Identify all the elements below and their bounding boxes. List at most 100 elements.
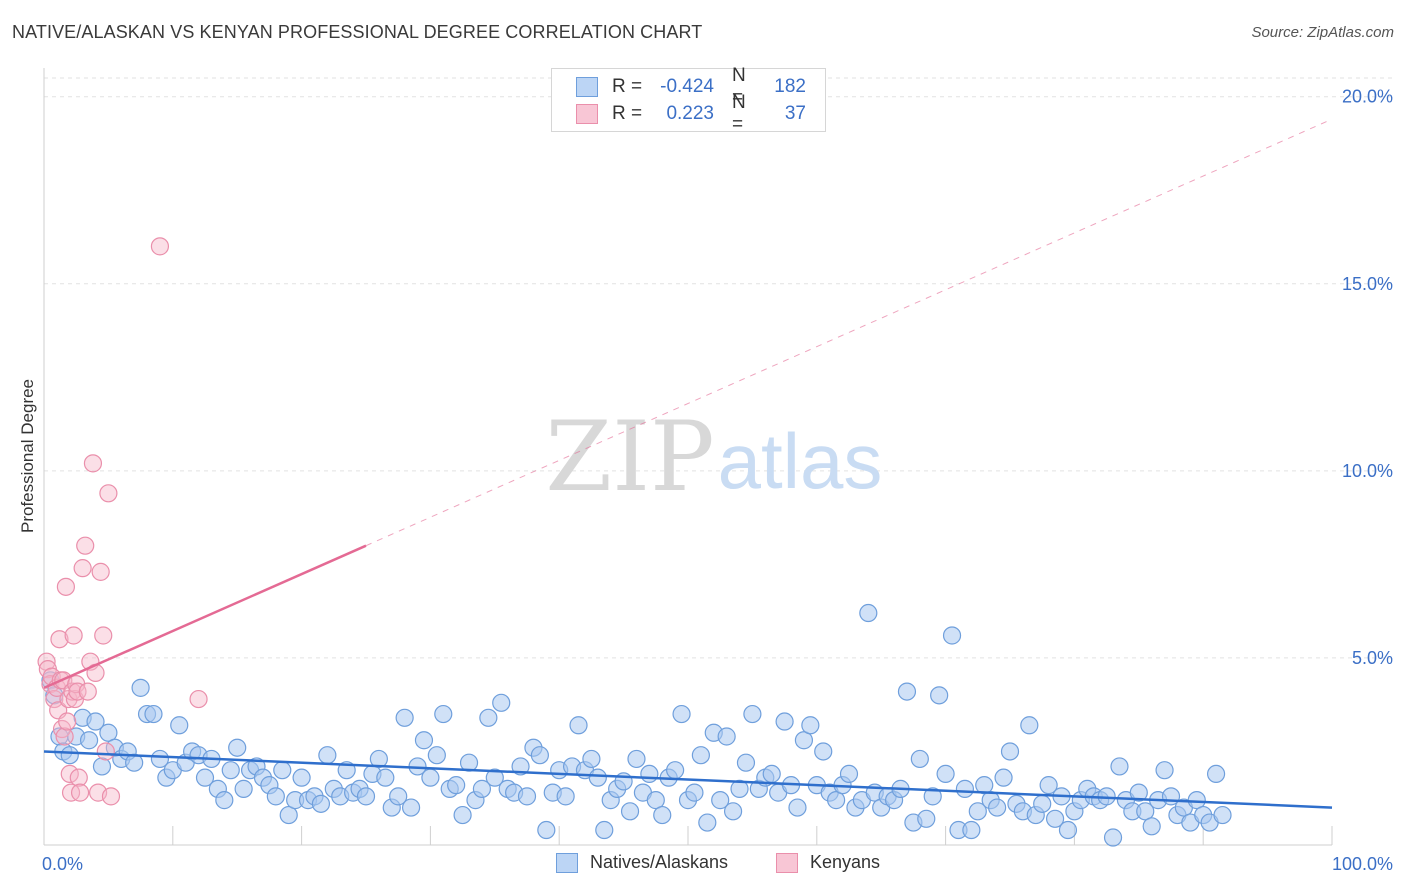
natives-point [698,813,717,832]
kenyans-trend-extension [365,118,1333,547]
natives-point [666,761,685,780]
natives-point [414,731,434,750]
natives-point [150,749,170,769]
natives-point [717,727,736,746]
natives-point [60,746,79,765]
natives-point [131,678,150,697]
natives-point [356,787,376,806]
natives-point [376,768,395,787]
natives-point [582,749,601,769]
natives-point [479,708,498,727]
natives-point [775,712,794,731]
natives-n-value: 182 [774,76,806,97]
y-tick-label: 15.0% [1342,274,1393,294]
natives-point [653,805,672,825]
bottom-kenyans-label: Kenyans [810,852,881,872]
natives-point [962,820,981,840]
kenyans-points [37,237,208,806]
kenyans-point [150,237,170,256]
natives-point [1039,776,1058,795]
natives-swatch [576,77,598,97]
natives-point [92,757,112,776]
y-tick-label: 10.0% [1342,461,1393,481]
natives-point [595,820,614,840]
natives-point [968,802,987,821]
natives-point [988,798,1007,817]
natives-point [279,805,298,825]
kenyans-n-label: N = [732,92,746,135]
natives-point [273,761,292,780]
kenyans-point [91,562,110,581]
natives-point [485,768,504,787]
natives-point [569,716,588,735]
kenyans-swatch [576,104,598,124]
kenyans-point [96,742,115,761]
natives-point [1000,742,1020,761]
natives-point [401,798,421,817]
natives-point [691,746,710,765]
tick-labels: 5.0% 10.0% 15.0% 20.0% 0.0% 100.0% [42,87,1393,874]
natives-point [79,731,99,750]
natives-point [640,764,659,784]
natives-point [537,820,556,840]
natives-point [827,791,846,810]
y-axis-label: Professional Degree [18,378,37,534]
natives-point [144,704,163,724]
watermark-zip: ZIP [545,401,714,513]
kenyans-point [64,626,83,645]
natives-points [41,603,1232,847]
natives-trend-line [43,750,1333,809]
watermark-atlas: atlas [718,417,883,505]
natives-point [1045,809,1065,828]
kenyans-point [68,682,87,701]
natives-point [1129,783,1148,802]
bottom-legend-kenyans: Kenyans [776,852,880,873]
natives-point [859,603,878,623]
natives-point [627,749,646,769]
natives-point [897,682,917,701]
kenyans-point [76,536,95,555]
natives-point [1206,764,1226,784]
natives-point [1142,817,1161,836]
natives-r-value: -0.424 [660,76,714,97]
kenyans-point [56,577,75,596]
bottom-natives-swatch [556,852,578,873]
kenyans-point [70,783,90,802]
natives-point [86,712,105,731]
natives-n-label: N = [732,65,746,108]
natives-point [794,731,814,750]
correlation-legend: R = -0.424 N = 182 R = 0.223 N = 37 [551,65,826,135]
natives-point [292,768,311,787]
kenyans-trend-line [43,544,367,690]
natives-point [839,764,859,784]
kenyans-point [69,768,88,787]
kenyans-point [58,712,77,731]
kenyans-point [189,689,208,709]
natives-point [234,779,253,798]
bottom-kenyans-swatch [776,852,798,873]
natives-point [743,704,762,724]
kenyans-point [60,764,79,784]
gridlines [44,77,1395,659]
natives-point [421,768,440,787]
natives-point [955,779,975,798]
x-tick-label: 100.0% [1332,854,1393,874]
kenyans-point [101,787,121,806]
natives-point [318,746,337,765]
natives-point [517,787,537,806]
kenyans-r-label: R = [612,103,643,124]
natives-point [1058,820,1078,840]
natives-point [221,761,240,780]
natives-point [910,749,929,769]
natives-point [170,716,189,735]
natives-point [453,805,472,825]
chart-title: NATIVE/ALASKAN VS KENYAN PROFESSIONAL DE… [12,22,703,42]
kenyans-n-value: 37 [784,103,806,124]
trend-lines [43,118,1333,809]
natives-point [556,787,575,806]
natives-point [1136,802,1155,821]
natives-point [730,779,749,798]
legend-row-natives: R = -0.424 N = 182 [576,65,806,108]
y-tick-label: 20.0% [1342,87,1393,107]
natives-point [736,753,756,772]
